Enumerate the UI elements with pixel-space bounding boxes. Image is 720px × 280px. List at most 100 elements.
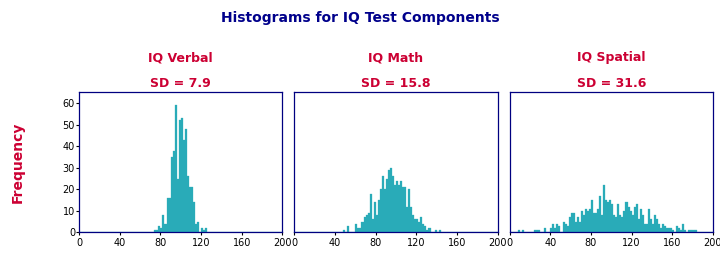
Bar — [662, 224, 664, 232]
Bar — [595, 213, 597, 232]
Bar — [650, 220, 652, 232]
Bar — [585, 209, 587, 232]
Bar — [179, 120, 181, 232]
Bar — [534, 230, 536, 232]
Bar — [193, 202, 195, 232]
Bar — [676, 226, 678, 232]
Bar — [416, 220, 418, 232]
Bar — [185, 129, 186, 232]
Bar — [413, 215, 414, 232]
Bar — [347, 226, 349, 232]
Bar — [168, 198, 171, 232]
Bar — [668, 228, 670, 232]
Bar — [438, 230, 441, 232]
Bar — [593, 213, 595, 232]
Bar — [678, 228, 680, 232]
Bar — [158, 226, 161, 232]
Bar — [611, 204, 613, 232]
Bar — [536, 230, 538, 232]
Bar — [195, 224, 197, 232]
Bar — [156, 230, 158, 232]
Bar — [400, 181, 402, 232]
Bar — [388, 170, 390, 232]
Bar — [639, 209, 642, 232]
Bar — [567, 226, 569, 232]
Bar — [379, 189, 382, 232]
Bar — [386, 179, 388, 232]
Bar — [435, 230, 436, 232]
Bar — [396, 181, 398, 232]
Bar — [366, 215, 368, 232]
Bar — [606, 200, 607, 232]
Bar — [601, 215, 603, 232]
Bar — [664, 226, 666, 232]
Bar — [423, 224, 424, 232]
Bar — [575, 222, 577, 232]
Bar — [634, 207, 636, 232]
Bar — [690, 230, 693, 232]
Bar — [522, 230, 524, 232]
Bar — [599, 196, 601, 232]
Bar — [181, 118, 183, 232]
Bar — [384, 189, 386, 232]
Bar — [660, 228, 662, 232]
Text: IQ Spatial: IQ Spatial — [577, 52, 646, 64]
Bar — [581, 211, 582, 232]
Bar — [410, 207, 413, 232]
Bar — [619, 215, 621, 232]
Bar — [343, 230, 345, 232]
Bar — [591, 200, 593, 232]
Bar — [154, 230, 156, 232]
Bar — [361, 222, 364, 232]
Bar — [577, 217, 579, 232]
Bar — [607, 202, 609, 232]
Bar — [582, 215, 585, 232]
Bar — [688, 230, 690, 232]
Bar — [613, 215, 616, 232]
Text: SD = 15.8: SD = 15.8 — [361, 77, 431, 90]
Bar — [163, 215, 164, 232]
Bar — [369, 194, 372, 232]
Bar — [392, 176, 394, 232]
Bar — [382, 176, 384, 232]
Text: SD = 7.9: SD = 7.9 — [150, 77, 211, 90]
Bar — [654, 215, 656, 232]
Bar — [404, 187, 406, 232]
Bar — [189, 187, 191, 232]
Bar — [186, 176, 189, 232]
Bar — [550, 228, 552, 232]
Bar — [376, 215, 378, 232]
Bar — [359, 228, 361, 232]
Bar — [171, 157, 173, 232]
Bar — [572, 213, 575, 232]
Bar — [378, 200, 379, 232]
Bar — [402, 187, 404, 232]
Bar — [597, 209, 599, 232]
Bar — [197, 222, 199, 232]
Bar — [426, 230, 428, 232]
Bar — [166, 198, 168, 232]
Bar — [589, 209, 591, 232]
Bar — [603, 185, 606, 232]
Bar — [394, 185, 396, 232]
Bar — [652, 224, 654, 232]
Bar — [587, 211, 589, 232]
Bar — [695, 230, 696, 232]
Bar — [414, 220, 416, 232]
Bar — [554, 228, 557, 232]
Bar — [203, 230, 205, 232]
Bar — [201, 228, 203, 232]
Text: IQ Verbal: IQ Verbal — [148, 52, 213, 64]
Bar — [176, 179, 179, 232]
Bar — [642, 215, 644, 232]
Bar — [658, 224, 660, 232]
Bar — [680, 230, 683, 232]
Text: SD = 31.6: SD = 31.6 — [577, 77, 646, 90]
Bar — [609, 200, 611, 232]
Bar — [631, 215, 634, 232]
Bar — [518, 230, 520, 232]
Bar — [175, 105, 176, 232]
Bar — [544, 228, 546, 232]
Bar — [648, 209, 650, 232]
Bar — [569, 217, 571, 232]
